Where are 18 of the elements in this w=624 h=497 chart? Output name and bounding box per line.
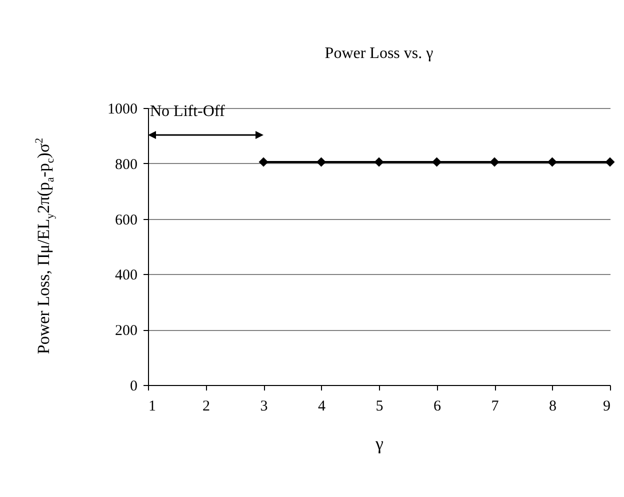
x-tick-label: 5 [376,398,384,414]
y-tick-label: 200 [115,323,138,340]
y-tick-label: 400 [115,268,138,284]
x-tick-label: 2 [202,398,210,414]
x-tick-label: 6 [434,398,442,414]
y-tick-label: 600 [115,212,138,228]
x-tick-label: 9 [603,398,610,414]
chart-title: Power Loss vs. γ [324,45,434,62]
y-tick-label: 800 [115,156,138,173]
x-tick-label: 7 [491,398,500,414]
x-tick-label: 1 [148,398,156,414]
y-tick-label: 1000 [108,102,138,118]
y-tick-label: 0 [130,378,138,394]
annotation: No Lift-Off [150,103,226,120]
x-tick-label: 8 [549,398,556,414]
x-axis-title: γ [374,434,384,454]
x-tick-label: 3 [260,398,268,414]
x-tick-label: 4 [318,398,326,414]
